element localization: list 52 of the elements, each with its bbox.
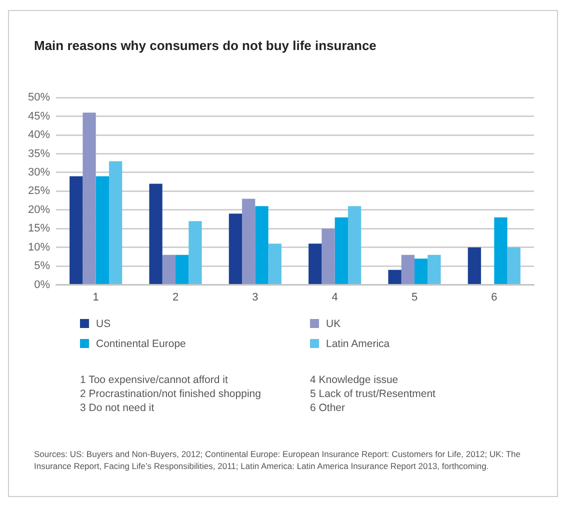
x-tick-label: 3 (252, 291, 258, 304)
bar (308, 244, 322, 284)
bar (401, 254, 415, 284)
bar (176, 254, 189, 284)
y-tick-label: 35% (28, 148, 50, 160)
x-tick-label: 6 (491, 291, 498, 304)
legend-label: US (95, 318, 112, 330)
bar (414, 258, 428, 284)
y-tick-label: 15% (28, 222, 50, 235)
bar (70, 176, 83, 284)
text: 3 Do not need it (80, 401, 156, 415)
text: 2 Procrastination/not finished shopping (80, 387, 262, 401)
y-tick-label: 30% (28, 166, 50, 179)
legend-label: UK (325, 318, 342, 330)
bar (228, 214, 242, 284)
text: 4 Knowledge issue (310, 373, 400, 387)
x-tick-label: 4 (332, 291, 338, 304)
source-note: Sources: US: Buyers and Non-Buyers, 2012; Continental Europe: European Insurance Report: Customers for Life, 2012; UK: The Insurance Report, Facing Life’s Responsibilities, 2011; Latin America: Latin America Insurance Report 2013, forthcoming. (34, 448, 522, 472)
bar (428, 254, 441, 284)
bar (242, 198, 256, 284)
x-tick-label: 5 (411, 291, 418, 304)
y-tick-label: 45% (28, 110, 50, 122)
y-tick-label: 25% (28, 185, 50, 198)
bar (494, 217, 508, 284)
bar (108, 161, 122, 284)
bar (334, 217, 348, 284)
y-tick-label: 5% (34, 260, 50, 272)
chart-title: Main reasons why consumers do not buy life insurance (34, 38, 376, 53)
bar (468, 247, 482, 284)
y-tick-label: 40% (28, 129, 50, 142)
bar (322, 228, 335, 284)
bar (162, 254, 176, 284)
bar (82, 112, 96, 284)
bar (188, 221, 202, 284)
bar (149, 184, 162, 284)
bar (348, 206, 362, 284)
bar (268, 244, 282, 284)
y-tick-label: 0% (34, 278, 50, 291)
y-tick-label: 20% (28, 204, 50, 216)
text: 6 Other (310, 401, 346, 415)
legend-label: Continental Europe (95, 338, 187, 350)
x-tick-label: 1 (92, 291, 99, 304)
bar (255, 206, 268, 284)
x-tick-label: 2 (172, 291, 179, 304)
y-tick-label: 50% (28, 92, 50, 104)
y-tick-label: 10% (28, 241, 50, 254)
bar (96, 176, 109, 284)
bar (507, 247, 520, 284)
bar (388, 270, 402, 284)
legend-label: Latin America (325, 338, 391, 350)
text: 1 Too expensive/cannot afford it (80, 373, 229, 387)
text: 5 Lack of trust/Resentment (310, 387, 436, 401)
